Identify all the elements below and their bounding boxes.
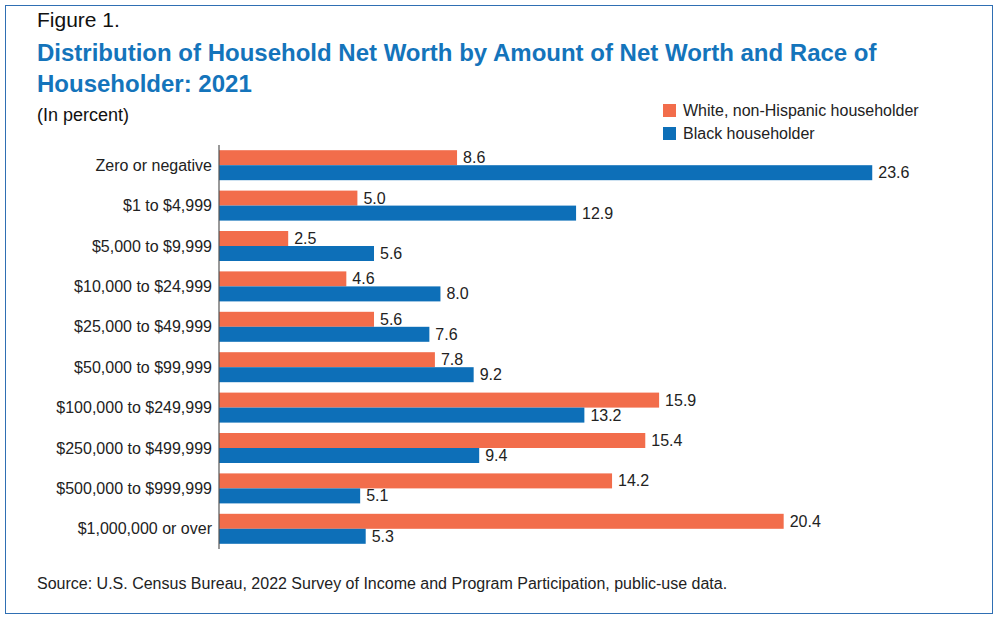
bar <box>219 514 784 529</box>
data-label: 15.9 <box>665 392 696 409</box>
category-label: $500,000 to $999,999 <box>56 480 212 497</box>
fig-label: Figure 1. <box>37 8 120 32</box>
category-label: Zero or negative <box>95 157 212 174</box>
category-label: $25,000 to $49,999 <box>74 318 212 335</box>
bar <box>219 271 346 286</box>
subtitle: (In percent) <box>37 105 129 126</box>
bar <box>219 191 357 206</box>
bar <box>219 312 374 327</box>
data-label: 8.6 <box>463 149 485 166</box>
chart: 8.6 23.6 Zero or negative 5.0 12.9 $1 to $4,9… <box>0 0 1000 621</box>
bar <box>219 367 474 382</box>
bar <box>219 150 457 165</box>
labels: 8.6 23.6 Zero or negative 5.0 12.9 $1 to $4,9… <box>56 149 909 545</box>
category-label: $1,000,000 or over <box>78 520 213 537</box>
data-label: 4.6 <box>352 270 374 287</box>
category-label: $5,000 to $9,999 <box>92 238 212 255</box>
bar <box>219 246 374 261</box>
data-label: 15.4 <box>651 432 682 449</box>
bar <box>219 352 435 367</box>
data-label: 9.4 <box>485 447 507 464</box>
data-label: 2.5 <box>294 230 316 247</box>
bar <box>219 286 440 301</box>
data-label: 5.0 <box>363 190 385 207</box>
category-label: $10,000 to $24,999 <box>74 278 212 295</box>
category-label: $1 to $4,999 <box>123 197 212 214</box>
data-label: 8.0 <box>446 285 468 302</box>
legend-label: Black householder <box>683 125 815 142</box>
bar <box>219 408 584 423</box>
bar <box>219 488 360 503</box>
data-label: 5.6 <box>380 245 402 262</box>
axis-line <box>218 145 219 549</box>
bar <box>219 231 288 246</box>
legend-swatch <box>663 127 676 140</box>
bar <box>219 448 479 463</box>
bar <box>219 327 429 342</box>
bars <box>219 150 872 544</box>
category-label: $100,000 to $249,999 <box>56 399 212 416</box>
title: Distribution of Household Net Worth by A… <box>37 37 982 99</box>
bar <box>219 206 576 221</box>
data-label: 5.6 <box>380 311 402 328</box>
category-label: $50,000 to $99,999 <box>74 359 212 376</box>
data-label: 13.2 <box>590 407 621 424</box>
data-label: 9.2 <box>480 366 502 383</box>
data-label: 12.9 <box>582 205 613 222</box>
bar <box>219 433 645 448</box>
data-label: 5.1 <box>366 487 388 504</box>
legend-label: White, non-Hispanic householder <box>683 102 919 119</box>
data-label: 14.2 <box>618 472 649 489</box>
legend-swatch <box>663 104 676 117</box>
data-label: 20.4 <box>790 513 821 530</box>
bar <box>219 393 659 408</box>
data-label: 5.3 <box>372 528 394 545</box>
bar <box>219 165 872 180</box>
source: Source: U.S. Census Bureau, 2022 Survey … <box>37 575 727 593</box>
data-label: 7.8 <box>441 351 463 368</box>
bar <box>219 529 366 544</box>
bar <box>219 473 612 488</box>
data-label: 23.6 <box>878 164 909 181</box>
category-label: $250,000 to $499,999 <box>56 440 212 457</box>
data-label: 7.6 <box>435 326 457 343</box>
